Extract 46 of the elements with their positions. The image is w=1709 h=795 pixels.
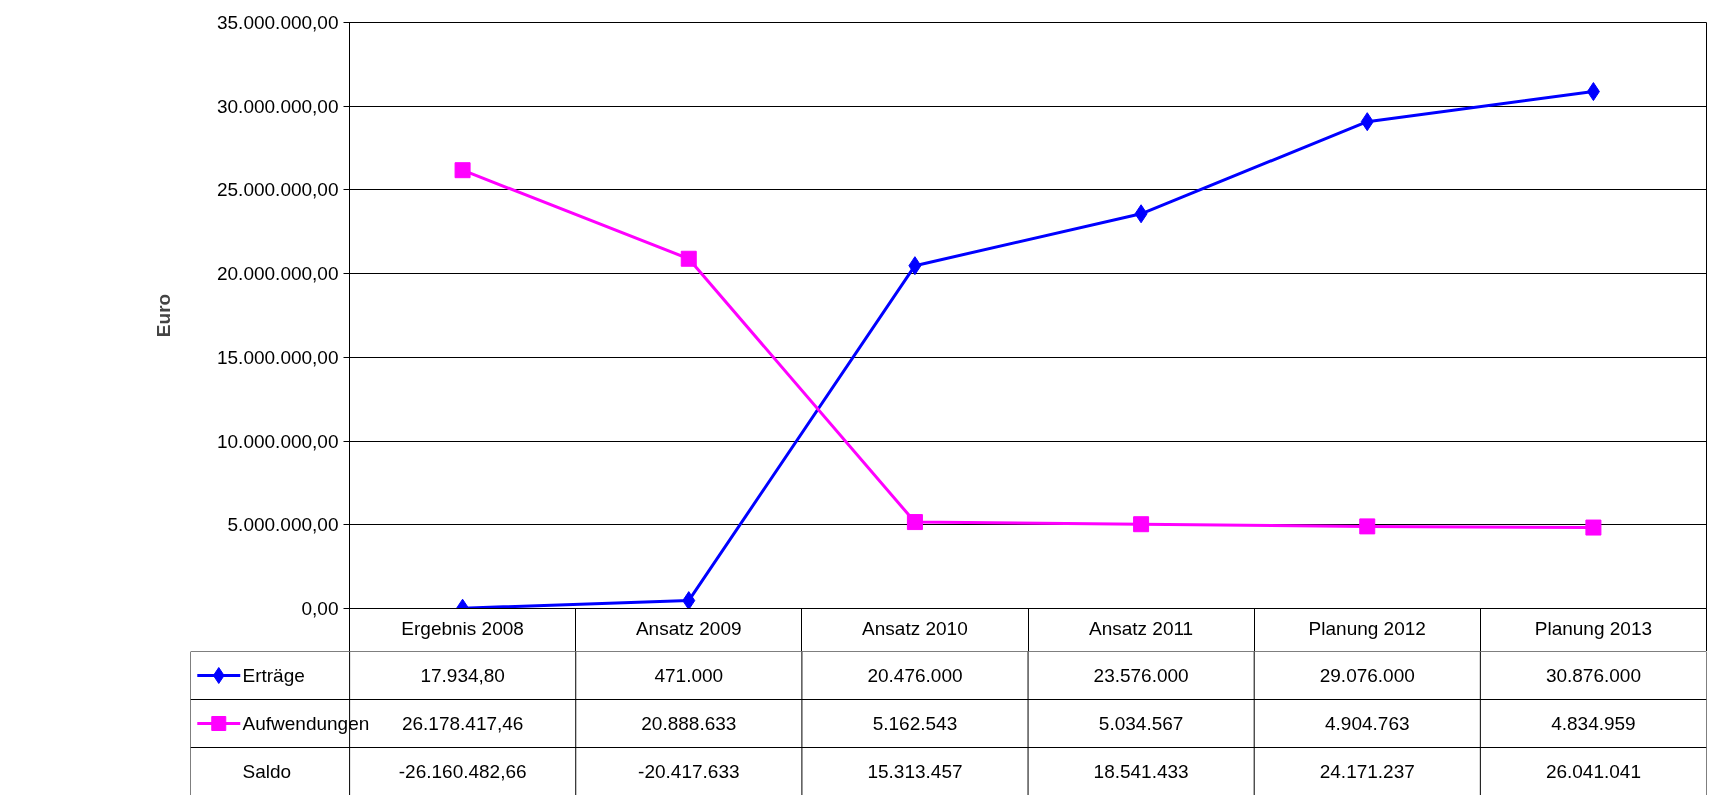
y-tick-label: 15.000.000,00 <box>216 346 339 368</box>
legend-label: Erträge <box>242 665 305 686</box>
point <box>1134 204 1148 224</box>
data-label: 30.876.000 <box>1545 665 1641 686</box>
point <box>454 162 471 179</box>
y-tick-label: 10.000.000,00 <box>216 430 339 452</box>
x-tick-label: Ergebnis 2008 <box>401 617 524 639</box>
data-label: 4.834.959 <box>1551 713 1636 734</box>
x-tick-label: Ansatz 2010 <box>862 617 968 639</box>
y-tick-label: 0,00 <box>301 598 339 619</box>
y-tick-label: 5.000.000,00 <box>227 514 339 536</box>
data-label: 29.076.000 <box>1319 665 1415 686</box>
y-axis-title: Euro <box>152 293 174 338</box>
text: 15.313.457 <box>867 761 963 782</box>
point <box>908 256 922 276</box>
x-tick-label: Ansatz 2009 <box>635 617 742 639</box>
y-tick-label: 35.000.000,00 <box>216 12 339 33</box>
data-label: 4.904.763 <box>1325 713 1410 734</box>
y-tick-label: 30.000.000,00 <box>216 95 339 117</box>
point <box>1133 516 1150 533</box>
point <box>1585 519 1602 536</box>
text: Saldo <box>242 761 292 782</box>
data-label: 5.034.567 <box>1098 713 1184 734</box>
text: 24.171.237 <box>1319 761 1415 782</box>
point <box>680 250 697 267</box>
point <box>1360 112 1374 132</box>
data-label: 26.178.417,46 <box>401 713 524 734</box>
data-label: 23.576.000 <box>1093 665 1189 686</box>
data-label: 17.934,80 <box>420 665 505 686</box>
point <box>682 591 696 609</box>
data-label: 5.162.543 <box>872 713 958 734</box>
text: -20.417.633 <box>638 761 740 782</box>
text: 18.541.433 <box>1093 761 1189 782</box>
x-tick-label: Planung 2012 <box>1308 617 1426 639</box>
y-tick-label: 25.000.000,00 <box>216 179 339 201</box>
data-label: 471.000 <box>654 665 724 686</box>
x-tick-label: Planung 2013 <box>1534 617 1653 639</box>
text: 26.041.041 <box>1545 761 1641 782</box>
point <box>1359 518 1376 535</box>
data-label: 20.888.633 <box>641 713 737 734</box>
point <box>1586 82 1600 102</box>
y-tick-label: 20.000.000,00 <box>216 263 339 285</box>
x-tick-label: Ansatz 2011 <box>1088 617 1194 639</box>
text: -26.160.482,66 <box>398 761 527 782</box>
point <box>906 514 923 531</box>
data-label: 20.476.000 <box>867 665 963 686</box>
